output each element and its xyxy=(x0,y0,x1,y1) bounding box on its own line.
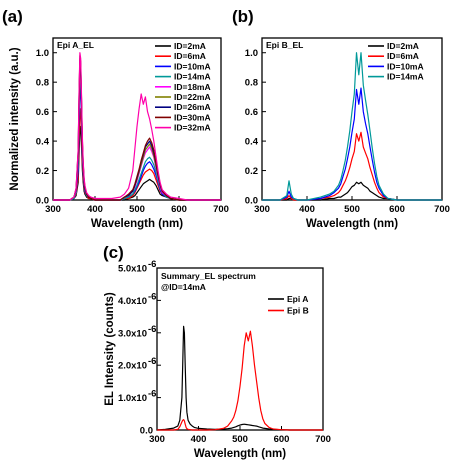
y-tick-label: 0.6 xyxy=(36,107,49,118)
x-tick-label: 400 xyxy=(87,204,103,215)
y-tick-label: 0.4 xyxy=(36,137,50,148)
y-axis-label: EL Intensity (counts) xyxy=(104,292,116,406)
x-axis-label: Wavelength (nm) xyxy=(306,218,398,230)
legend-label: ID=2mA xyxy=(174,41,206,51)
legend-label: ID=10mA xyxy=(387,61,424,71)
y-tick-label: 4.0x10 xyxy=(118,296,147,307)
y-tick-exponent: -6 xyxy=(148,324,156,335)
x-tick-label: 600 xyxy=(171,204,187,215)
y-tick-label: 0.6 xyxy=(245,107,258,118)
legend-label: ID=2mA xyxy=(387,41,419,51)
series-line-2 xyxy=(157,330,323,431)
series-line-4 xyxy=(262,52,442,201)
y-tick-label: 0.8 xyxy=(245,78,258,89)
chart-panel-b: 300 400 500 600 700 0.0 0.2 0.4 0.6 0.8 1.0 Wavelen… xyxy=(245,37,450,230)
series-line-2 xyxy=(262,131,442,201)
y-tick-label: 1.0 xyxy=(36,48,49,59)
legend-label: ID=30mA xyxy=(174,112,211,122)
series-line-9 xyxy=(53,52,221,201)
y-tick-label: 0.4 xyxy=(245,137,259,148)
x-tick-label: 300 xyxy=(149,434,165,445)
x-axis-label: Wavelength (nm) xyxy=(91,218,183,230)
legend-label: Epi A xyxy=(287,294,308,304)
x-tick-label: 700 xyxy=(315,434,331,445)
y-tick-exponent: -6 xyxy=(148,356,156,367)
series-line-1 xyxy=(156,325,323,431)
legend-label: ID=14mA xyxy=(387,72,424,82)
legend-label: ID=10mA xyxy=(174,61,211,71)
y-tick-label: 0.0 xyxy=(140,426,153,437)
legend-label: ID=14mA xyxy=(174,72,211,82)
panel-label-b: (b) xyxy=(232,7,254,26)
x-tick-label: 500 xyxy=(129,204,145,215)
legend-label: Epi B xyxy=(287,306,309,316)
plot-title: Epi B_EL xyxy=(266,40,303,50)
y-tick-exponent: -6 xyxy=(148,259,156,270)
panel-label-c: (c) xyxy=(103,243,124,262)
x-tick-label: 500 xyxy=(232,434,248,445)
x-tick-label: 600 xyxy=(274,434,290,445)
y-tick-label: 1.0 xyxy=(245,48,258,59)
y-tick-exponent: -6 xyxy=(148,389,156,400)
y-tick-label: 0.0 xyxy=(245,196,258,207)
x-tick-label: 700 xyxy=(213,204,229,215)
x-tick-label: 300 xyxy=(254,204,270,215)
y-tick-label: 0.2 xyxy=(36,166,49,177)
x-tick-label: 500 xyxy=(344,204,360,215)
x-tick-label: 700 xyxy=(434,204,450,215)
y-tick-label: 1.0x10 xyxy=(118,393,147,404)
y-tick-label: 0.0 xyxy=(36,196,49,207)
plot-title: Epi A_EL xyxy=(57,40,94,50)
x-tick-label: 400 xyxy=(191,434,207,445)
y-tick-exponent: -6 xyxy=(148,291,156,302)
legend-label: ID=26mA xyxy=(174,102,211,112)
legend-label: ID=22mA xyxy=(174,92,211,102)
y-tick-label: 3.0x10 xyxy=(118,328,147,339)
panel-label-a: (a) xyxy=(2,7,23,26)
plot-title: Summary_EL spectrum xyxy=(161,271,256,281)
x-tick-label: 300 xyxy=(45,204,61,215)
y-tick-label: 5.0x10 xyxy=(118,264,147,275)
legend-label: ID=6mA xyxy=(174,51,206,61)
y-tick-label: 0.2 xyxy=(245,166,258,177)
plot-subtitle: @ID=14mA xyxy=(161,282,206,292)
y-tick-label: 0.8 xyxy=(36,78,49,89)
legend-label: ID=6mA xyxy=(387,51,419,61)
plot-frame xyxy=(156,267,324,431)
x-axis-label: Wavelength (nm) xyxy=(194,448,286,460)
legend-label: ID=32mA xyxy=(174,123,211,133)
legend-label: ID=18mA xyxy=(174,82,211,92)
x-tick-label: 600 xyxy=(389,204,405,215)
y-tick-label: 2.0x10 xyxy=(118,361,147,372)
chart-panel-a: 300 400 500 600 700 0.0 0.2 0.4 0.6 0.8 1.0 Wavelen… xyxy=(9,37,229,230)
x-tick-label: 400 xyxy=(299,204,315,215)
y-axis-label: Normalized intensity (a.u.) xyxy=(9,47,21,190)
